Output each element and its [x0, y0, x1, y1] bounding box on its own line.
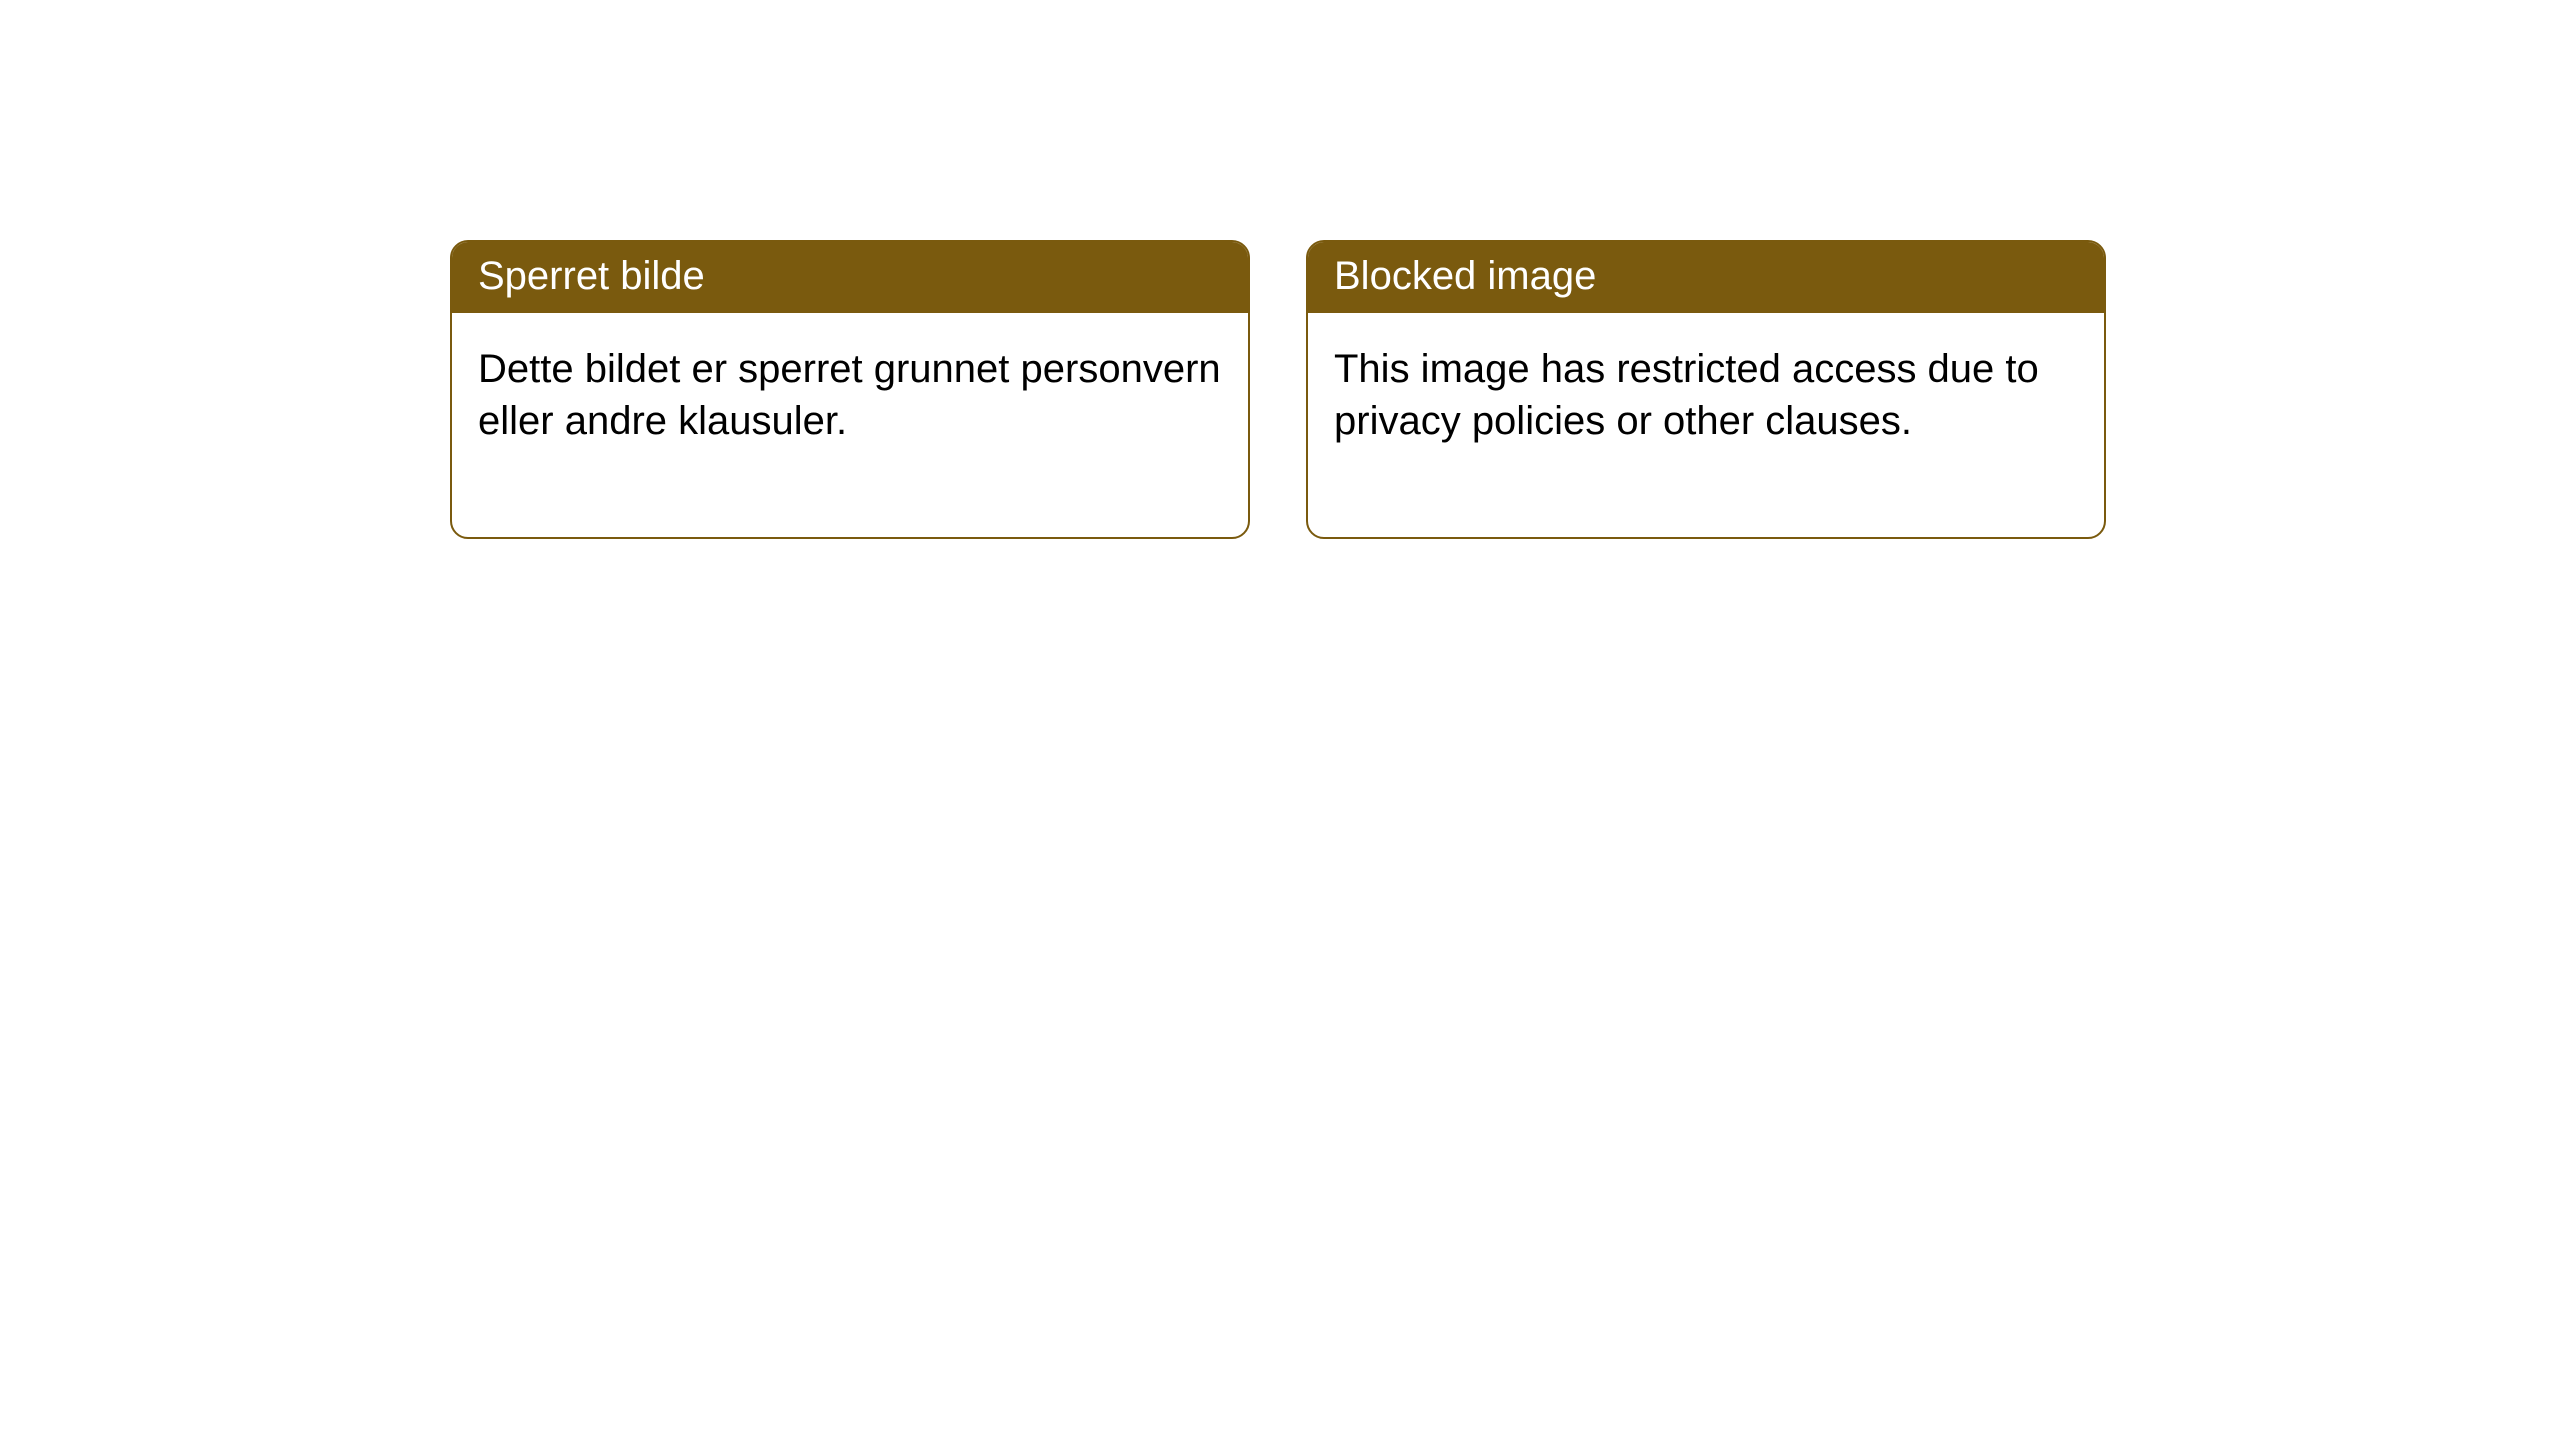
cards-container: Sperret bilde Dette bildet er sperret gr…	[450, 240, 2106, 539]
card-body: Dette bildet er sperret grunnet personve…	[452, 313, 1248, 537]
card-body: This image has restricted access due to …	[1308, 313, 2104, 537]
blocked-image-card-en: Blocked image This image has restricted …	[1306, 240, 2106, 539]
blocked-image-card-no: Sperret bilde Dette bildet er sperret gr…	[450, 240, 1250, 539]
card-title: Blocked image	[1308, 242, 2104, 313]
card-title: Sperret bilde	[452, 242, 1248, 313]
